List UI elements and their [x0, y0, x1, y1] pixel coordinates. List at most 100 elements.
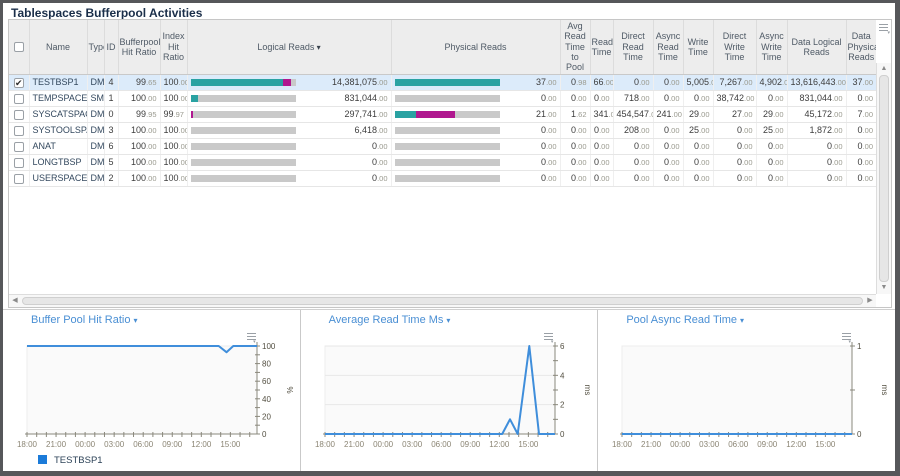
- column-header-data-logical-reads[interactable]: Data Logical Reads: [787, 20, 846, 74]
- usage-bar: [395, 79, 500, 86]
- svg-text:12:00: 12:00: [787, 440, 808, 449]
- column-header-type[interactable]: Type: [87, 20, 104, 74]
- scroll-left-icon[interactable]: ◀: [9, 296, 21, 306]
- column-header-logical-reads[interactable]: Logical Reads ▾: [187, 20, 391, 74]
- chart-title-dropdown[interactable]: Buffer Pool Hit Ratio▾: [31, 314, 137, 326]
- svg-text:03:00: 03:00: [402, 440, 423, 449]
- chart-title-dropdown[interactable]: Pool Async Read Time▾: [626, 314, 744, 326]
- cell-read-time: 0.00: [590, 138, 613, 154]
- column-header-async-read-time[interactable]: Async Read Time: [653, 20, 683, 74]
- scroll-right-icon[interactable]: ▶: [864, 296, 876, 306]
- chart-title-dropdown[interactable]: Average Read Time Ms▾: [329, 314, 451, 326]
- cell-data-logical-reads: 13,616,443.00: [787, 74, 846, 90]
- chart-legend: TESTBSP1: [38, 455, 103, 466]
- cell-bufferpool-hit-ratio: 99.65: [118, 74, 160, 90]
- usage-bar: [395, 143, 500, 150]
- checkbox-icon[interactable]: [14, 94, 24, 104]
- column-header-async-write-time[interactable]: Async Write Time: [756, 20, 787, 74]
- column-header-bufferpool-hit-ratio[interactable]: Bufferpool Hit Ratio: [118, 20, 160, 74]
- cell-async-write-time: 0.00: [756, 170, 787, 186]
- table-row[interactable]: ANATDMS6100.00100.000.000.000.000.000.00…: [9, 138, 876, 154]
- cell-async-read-time: 0.00: [653, 138, 683, 154]
- checkbox-icon[interactable]: [14, 158, 24, 168]
- column-header-index-hit-ratio[interactable]: Index Hit Ratio: [160, 20, 187, 74]
- svg-text:0: 0: [262, 430, 267, 439]
- cell-logical-reads: 14,381,075.00: [187, 74, 391, 90]
- table-row[interactable]: TEMPSPACE1SMS1100.00100.00831,044.000.00…: [9, 90, 876, 106]
- row-checkbox: [9, 138, 29, 154]
- table-row[interactable]: SYSCATSPACEDMS099.9599.97297,741.0021.00…: [9, 106, 876, 122]
- cell-id: 2: [104, 170, 118, 186]
- horizontal-scrollbar[interactable]: ◀ ▶: [9, 294, 876, 307]
- table-row[interactable]: SYSTOOLSPACEDMS3100.00100.006,418.000.00…: [9, 122, 876, 138]
- table-row[interactable]: LONGTBSPDMS5100.00100.000.000.000.000.00…: [9, 154, 876, 170]
- svg-text:09:00: 09:00: [460, 440, 481, 449]
- row-checkbox: [9, 170, 29, 186]
- page-title: Tablespaces Bufferpool Activities: [11, 6, 202, 20]
- checkbox-icon[interactable]: [14, 142, 24, 152]
- cell-data-physical-reads: 0.00: [846, 138, 876, 154]
- chevron-down-icon: ▾: [446, 316, 450, 325]
- row-checkbox: ✔: [9, 74, 29, 90]
- cell-direct-write-time: 0.00: [713, 138, 756, 154]
- horizontal-scroll-thumb[interactable]: [22, 297, 863, 305]
- cell-async-write-time: 0.00: [756, 90, 787, 106]
- scroll-up-icon[interactable]: ▲: [878, 64, 890, 74]
- svg-text:06:00: 06:00: [729, 440, 750, 449]
- svg-text:15:00: 15:00: [816, 440, 837, 449]
- column-header-write-time[interactable]: Write Time: [683, 20, 713, 74]
- chart-title-label: Buffer Pool Hit Ratio: [31, 314, 130, 326]
- column-header-avg-read-time-to-pool[interactable]: Avg Read Time to Pool: [560, 20, 590, 74]
- cell-read-time: 0.00: [590, 170, 613, 186]
- cell-read-time: 0.00: [590, 90, 613, 106]
- svg-text:00:00: 00:00: [670, 440, 691, 449]
- checkbox-icon[interactable]: ✔: [14, 78, 24, 88]
- legend-color-swatch: [38, 455, 47, 464]
- chart-title-label: Average Read Time Ms: [329, 314, 444, 326]
- column-header-id[interactable]: ID: [104, 20, 118, 74]
- cell-bufferpool-hit-ratio: 100.00: [118, 138, 160, 154]
- cell-bufferpool-hit-ratio: 100.00: [118, 90, 160, 106]
- cell-read-time: 0.00: [590, 122, 613, 138]
- checkbox-icon[interactable]: [14, 42, 24, 52]
- svg-text:80: 80: [262, 360, 271, 369]
- column-header-direct-write-time[interactable]: Direct Write Time: [713, 20, 756, 74]
- cell-async-write-time: 0.00: [756, 138, 787, 154]
- sort-desc-icon: ▾: [314, 43, 320, 52]
- column-header-read-time[interactable]: Read Time: [590, 20, 613, 74]
- cell-direct-read-time: 0.00: [613, 154, 653, 170]
- cell-async-write-time: 29.00: [756, 106, 787, 122]
- cell-avg-read-time-to-pool: 0.98: [560, 74, 590, 90]
- svg-text:09:00: 09:00: [162, 440, 183, 449]
- checkbox-icon[interactable]: [14, 174, 24, 184]
- column-header-physical-reads[interactable]: Physical Reads: [391, 20, 560, 74]
- table-row[interactable]: USERSPACE1DMS2100.00100.000.000.000.000.…: [9, 170, 876, 186]
- column-chooser-icon[interactable]: ▾: [877, 23, 890, 36]
- checkbox-icon[interactable]: [14, 126, 24, 136]
- column-header-name[interactable]: Name: [29, 20, 87, 74]
- vertical-scrollbar[interactable]: ▲ ▼: [876, 63, 891, 294]
- column-header-data-physical-reads[interactable]: Data Physical Reads: [846, 20, 876, 74]
- cell-data-physical-reads: 37.00: [846, 74, 876, 90]
- select-all-checkbox[interactable]: [9, 20, 29, 74]
- column-header-direct-read-time[interactable]: Direct Read Time: [613, 20, 653, 74]
- cell-direct-write-time: 0.00: [713, 122, 756, 138]
- cell-physical-reads: 0.00: [391, 138, 560, 154]
- cell-data-logical-reads: 1,872.00: [787, 122, 846, 138]
- usage-bar: [191, 79, 296, 86]
- table-row[interactable]: ✔TESTBSP1DMS499.65100.0014,381,075.0037.…: [9, 74, 876, 90]
- svg-text:2: 2: [560, 401, 565, 410]
- svg-text:20: 20: [262, 412, 271, 421]
- svg-text:18:00: 18:00: [17, 440, 38, 449]
- usage-bar: [191, 175, 296, 182]
- usage-bar: [395, 111, 500, 118]
- svg-text:12:00: 12:00: [191, 440, 212, 449]
- checkbox-icon[interactable]: [14, 110, 24, 120]
- vertical-scroll-thumb[interactable]: [879, 75, 889, 282]
- cell-name: SYSCATSPACE: [29, 106, 87, 122]
- scroll-down-icon[interactable]: ▼: [878, 283, 890, 293]
- cell-read-time: 0.00: [590, 154, 613, 170]
- svg-text:18:00: 18:00: [612, 440, 633, 449]
- svg-text:ms: ms: [583, 385, 592, 396]
- cell-physical-reads: 0.00: [391, 154, 560, 170]
